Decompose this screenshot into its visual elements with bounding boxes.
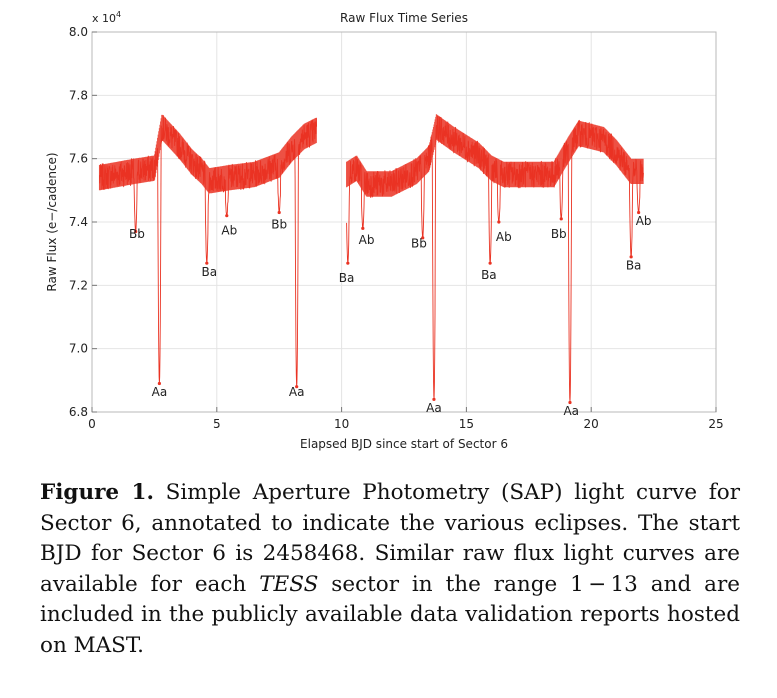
caption-text-part2: sector in the range 1 − 13 and are inclu… [40,571,741,658]
y-tick-label: 7.8 [69,88,88,102]
grid [91,31,717,413]
eclipse-label: Ba [481,268,497,282]
eclipse-dip-point [205,261,209,265]
x-axis-label: Elapsed BJD since start of Sector 6 [300,437,508,451]
chart-title: Raw Flux Time Series [340,11,468,25]
x-tick-label: 20 [584,417,599,431]
eclipse-label: Ab [496,230,512,244]
eclipse-label: Bb [411,236,427,250]
light-curve-chart: 0 5 10 15 20 25 6.8 7.0 7.2 7.4 7.6 7.8 8.0 Bb Aa Ba Ab… [45,10,724,451]
eclipse-dip-point [629,255,633,259]
caption-label: Figure 1. [40,480,154,505]
eclipse-dip-point [432,397,436,401]
eclipse-dip-point [361,226,365,230]
eclipse-dip-point [421,236,425,240]
eclipse-label: Ab [636,214,652,228]
eclipse-label: Aa [563,404,579,418]
x-tick-label: 10 [334,417,349,431]
y-tick-label: 6.8 [69,405,88,419]
y-tick-label: 7.6 [69,152,88,166]
eclipse-dip-point [157,381,161,386]
caption-italic: TESS [259,571,319,597]
y-multiplier-label: x 104 [92,10,121,25]
eclipse-dip-point [568,400,572,405]
eclipse-label: Bb [129,227,145,241]
eclipse-dip-point [559,217,563,221]
y-tick-label: 7.0 [69,342,88,356]
eclipse-label: Bb [271,217,287,231]
eclipse-dip-point [637,210,641,215]
x-tick-label: 0 [88,417,96,431]
eclipse-label: Bb [551,227,567,241]
eclipse-dip-point [134,229,138,234]
eclipse-annotations: Bb Aa Ba Ab Bb Aa Ba Ab Bb Aa Ab Ba Bb Aa Ab Ba [129,214,652,418]
eclipse-label: Ba [202,265,218,279]
eclipse-label: Ab [359,233,375,247]
figure-caption: Figure 1. Simple Aperture Photometry (SA… [40,478,740,661]
eclipse-label: Aa [289,385,305,399]
y-tick-label: 8.0 [69,25,88,39]
x-tick-label: 25 [708,417,723,431]
eclipse-dip-point [488,261,492,265]
y-axis-label: Raw Flux (e−/cadence) [45,152,59,291]
eclipse-label: Aa [426,401,442,415]
eclipse-label: Ba [339,271,355,285]
flux-series [98,114,644,405]
eclipse-label: Aa [152,385,168,399]
x-tick-label: 15 [459,417,474,431]
flux-scatter-band [98,114,317,194]
eclipse-label: Ab [221,224,237,238]
flux-scatter-band [346,114,644,197]
x-tick-label: 5 [213,417,221,431]
eclipse-dip-point [295,385,299,389]
eclipse-dip-point [225,214,229,218]
eclipse-dip-point [346,261,350,265]
y-tick-label: 7.2 [69,278,88,292]
eclipse-label: Ba [626,259,642,273]
eclipse-dip-point [277,210,281,215]
axis-ticks: 0 5 10 15 20 25 6.8 7.0 7.2 7.4 7.6 7.8 8.0 [69,25,724,431]
eclipse-dip-point [497,220,501,224]
y-tick-label: 7.4 [69,215,88,229]
caption-text-part1: Simple Aperture Photometry (SAP) light c… [40,480,740,597]
